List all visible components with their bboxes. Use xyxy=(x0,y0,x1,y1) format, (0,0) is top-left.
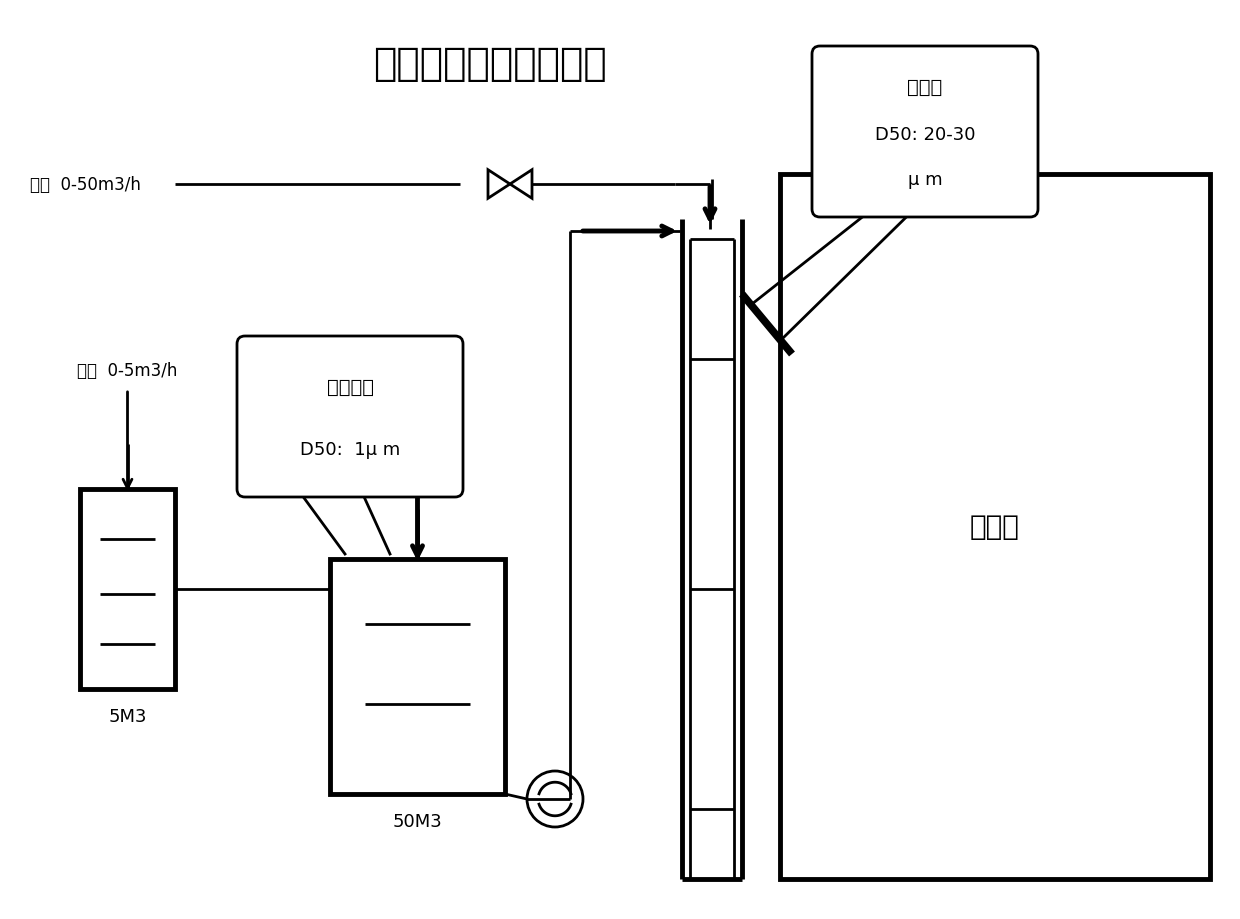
Bar xyxy=(81,490,175,689)
Text: 细种子: 细种子 xyxy=(908,77,942,96)
Text: D50:  1μ m: D50: 1μ m xyxy=(300,440,401,459)
Text: 50M3: 50M3 xyxy=(393,812,443,830)
Bar xyxy=(780,175,1210,879)
Text: 种分槽: 种分槽 xyxy=(970,513,1021,541)
FancyBboxPatch shape xyxy=(812,47,1038,218)
Text: 精液  0-50m3/h: 精液 0-50m3/h xyxy=(30,176,141,194)
Text: μ m: μ m xyxy=(908,171,942,188)
Bar xyxy=(330,560,505,794)
FancyBboxPatch shape xyxy=(237,336,463,497)
Text: 精液  0-5m3/h: 精液 0-5m3/h xyxy=(77,361,177,380)
Text: D50: 20-30: D50: 20-30 xyxy=(874,126,975,144)
Text: 细种子合成流程示意图: 细种子合成流程示意图 xyxy=(373,45,606,83)
Text: 5M3: 5M3 xyxy=(108,708,146,725)
Text: 引发晶核: 引发晶核 xyxy=(326,377,373,396)
